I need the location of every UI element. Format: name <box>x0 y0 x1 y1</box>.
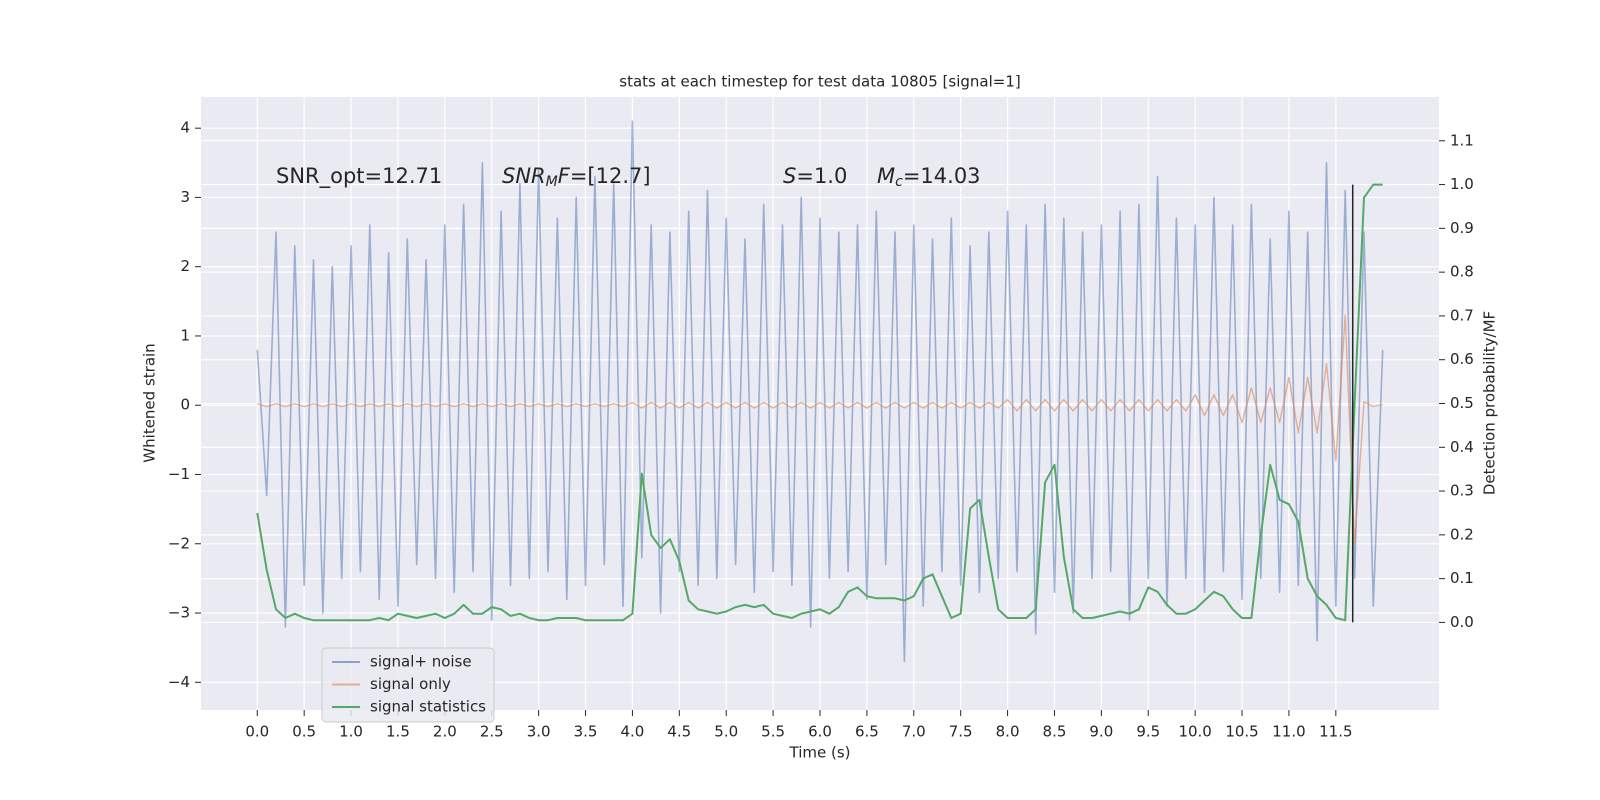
y2-tick-label: 0.9 <box>1450 219 1474 237</box>
x-tick-label: 3.5 <box>574 723 598 741</box>
grid: 0.0 0.5 1.0 1.5 2.0 2.5 3.0 3.5 4.0 4.5 5.0 5.5 6.0 6… <box>168 97 1474 741</box>
x-tick-label: 0.5 <box>292 723 316 741</box>
x-tick-label: 7.5 <box>949 723 973 741</box>
annotation-part: M <box>546 174 558 190</box>
annotation-part: =14.03 <box>903 164 981 188</box>
x-tick-label: 5.0 <box>714 723 738 741</box>
y-tick-label: 3 <box>180 188 190 206</box>
x-tick-label: 9.0 <box>1089 723 1113 741</box>
x-tick-label: 11.0 <box>1272 723 1305 741</box>
x-axis-label: Time (s) <box>789 744 851 762</box>
y2-tick-label: 0.3 <box>1450 482 1474 500</box>
x-tick-label: 11.5 <box>1319 723 1352 741</box>
x-tick-label: 10.5 <box>1225 723 1258 741</box>
annotation: SNR_opt=12.71 <box>276 164 442 189</box>
annotation-part: M <box>877 164 895 188</box>
y-tick-label: −3 <box>168 604 190 622</box>
x-tick-label: 10.0 <box>1178 723 1211 741</box>
x-tick-label: 0.0 <box>245 723 269 741</box>
y2-tick-label: 0.2 <box>1450 525 1474 543</box>
annotation: Mc=14.03 <box>877 164 981 190</box>
y-tick-label: 1 <box>180 326 190 344</box>
y2-axis-label: Detection probability/MF <box>1481 311 1499 495</box>
legend-label: signal statistics <box>370 698 486 716</box>
y-tick-label: −1 <box>168 465 190 483</box>
x-tick-label: 4.0 <box>620 723 644 741</box>
y-tick-label: 4 <box>180 119 190 137</box>
y2-tick-label: 0.6 <box>1450 350 1474 368</box>
chart-title: stats at each timestep for test data 108… <box>619 73 1020 91</box>
x-tick-label: 6.5 <box>855 723 879 741</box>
x-tick-label: 3.0 <box>527 723 551 741</box>
annotation-part: SNR <box>502 164 546 188</box>
series-line <box>256 120 1384 663</box>
x-tick-label: 8.5 <box>1043 723 1067 741</box>
x-tick-label: 1.0 <box>339 723 363 741</box>
legend-label: signal only <box>370 675 451 693</box>
y-axis-label: Whitened strain <box>141 343 159 462</box>
annotation: SNRMF=[12.7] <box>502 164 651 190</box>
legend-label: signal+ noise <box>370 653 472 671</box>
y2-tick-label: 0.5 <box>1450 394 1474 412</box>
y-tick-label: −4 <box>168 673 190 691</box>
annotation-part: F <box>558 164 571 188</box>
y-tick-label: −2 <box>168 534 190 552</box>
legend: signal+ noise signal only signal statistic… <box>321 647 495 723</box>
x-tick-label: 5.5 <box>761 723 785 741</box>
annotation-part: =1.0 <box>796 164 847 188</box>
y-tick-label: 2 <box>180 257 190 275</box>
x-tick-label: 8.0 <box>996 723 1020 741</box>
series-line <box>256 183 1383 622</box>
y2-tick-label: 1.0 <box>1450 175 1474 193</box>
x-tick-label: 6.0 <box>808 723 832 741</box>
x-tick-label: 9.5 <box>1136 723 1160 741</box>
y2-tick-label: 0.4 <box>1450 438 1474 456</box>
annotation: S=1.0 <box>783 164 847 188</box>
series-line <box>257 314 1383 545</box>
annotation-part: S <box>783 164 796 188</box>
legend-box <box>321 647 495 723</box>
y2-tick-label: 0.7 <box>1450 306 1474 324</box>
annotation-part: c <box>895 174 903 190</box>
x-tick-label: 4.5 <box>667 723 691 741</box>
marks <box>256 120 1384 663</box>
annotation-part: =[12.7] <box>570 164 651 188</box>
y2-tick-label: 0.1 <box>1450 569 1474 587</box>
annotation-part: SNR_opt=12.71 <box>276 164 442 189</box>
y2-tick-label: 1.1 <box>1450 131 1474 149</box>
y2-tick-label: 0.0 <box>1450 613 1474 631</box>
x-tick-label: 7.0 <box>902 723 926 741</box>
y2-tick-label: 0.8 <box>1450 263 1474 281</box>
y-tick-label: 0 <box>180 396 190 414</box>
x-tick-label: 2.5 <box>480 723 504 741</box>
x-tick-label: 1.5 <box>386 723 410 741</box>
x-tick-label: 2.0 <box>433 723 457 741</box>
annotations: SNR_opt=12.71 SNRMF=[12.7] S=1.0 Mc=14.03 <box>276 164 981 190</box>
